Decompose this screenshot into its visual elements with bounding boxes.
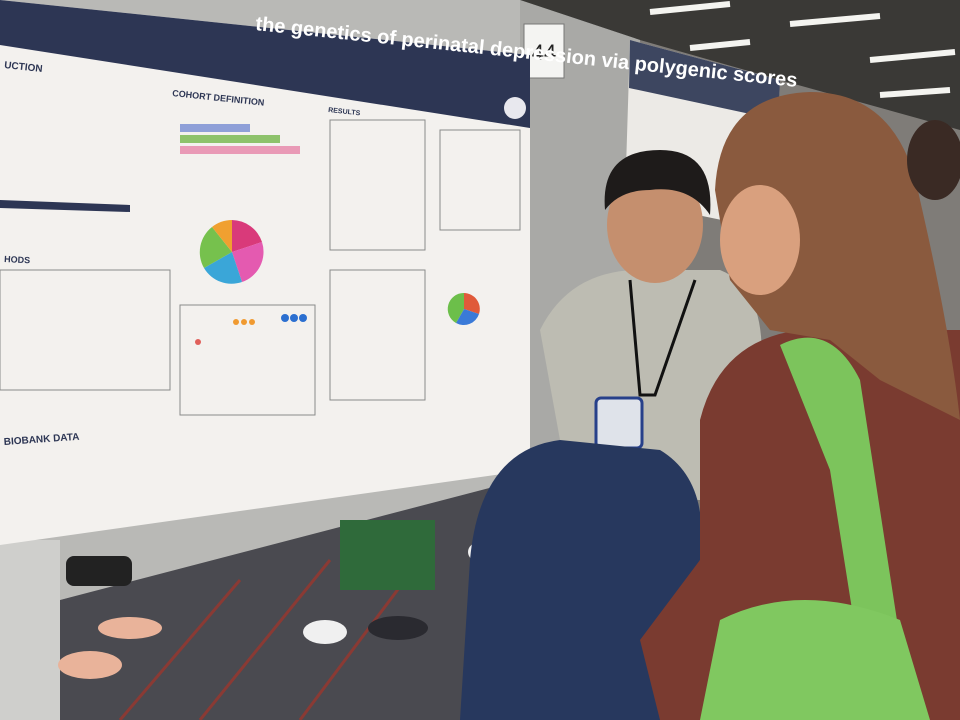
poster — [0, 0, 530, 545]
people-icons — [281, 314, 307, 322]
far-poster-header — [629, 40, 780, 120]
section-heading: HODS — [4, 254, 31, 265]
board-number: 44 — [532, 40, 556, 65]
board-leg — [0, 540, 60, 720]
pie-chart-small — [447, 292, 480, 326]
section-heading: BIOBANK DATA — [3, 432, 79, 448]
poster-logo — [504, 97, 526, 119]
section-heading: UCTION — [4, 60, 43, 75]
forest-plots — [0, 119, 521, 416]
pie-chart — [199, 219, 264, 284]
woman — [640, 92, 960, 720]
ceiling-lights — [649, 1, 956, 98]
section-heading: RESULTS — [328, 107, 361, 117]
person-icon — [195, 339, 201, 345]
board-number-card — [523, 23, 565, 79]
arrow — [0, 200, 130, 212]
legs-behind — [58, 520, 492, 679]
background-person — [907, 120, 960, 200]
cohort-bars — [180, 124, 300, 154]
jacket — [460, 440, 702, 720]
people-icons — [233, 319, 255, 325]
poster-header — [0, 0, 530, 128]
ceiling — [520, 0, 960, 130]
bag-on-floor — [66, 556, 132, 586]
